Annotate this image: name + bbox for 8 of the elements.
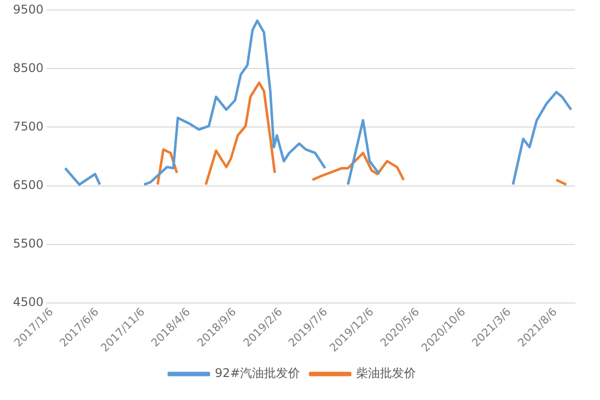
y-tick-label: 9500 xyxy=(12,2,44,16)
y-tick-label: 7500 xyxy=(12,119,44,134)
y-tick-label: 5500 xyxy=(12,236,44,250)
y-tick-label: 8500 xyxy=(12,60,44,75)
legend-label: 92#汽油批发价 xyxy=(214,366,300,380)
y-tick-label: 6500 xyxy=(12,178,44,192)
legend-label: 柴油批发价 xyxy=(356,366,416,380)
y-tick-label: 4500 xyxy=(12,294,44,309)
